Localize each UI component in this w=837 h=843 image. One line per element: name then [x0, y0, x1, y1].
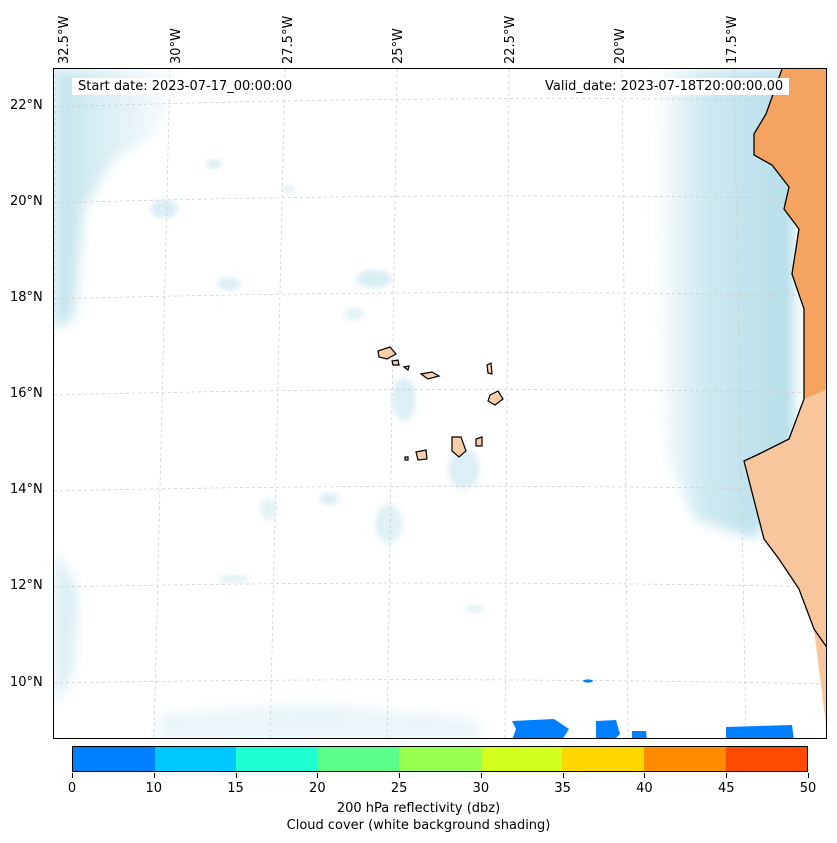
colorbar-tick-label: 25 [390, 781, 408, 796]
colorbar-title-line2: Cloud cover (white background shading) [286, 818, 551, 833]
colorbar-segment [399, 747, 481, 771]
valid-date-label: Valid_date: 2023-07-18T20:00:00.00 [539, 78, 790, 95]
colorbar-tick-label: 50 [799, 781, 817, 796]
start-date-label: Start date: 2023-07-17_00:00:00 [72, 78, 299, 95]
colorbar-tick [235, 773, 237, 778]
colorbar-tick-label: 10 [145, 781, 163, 796]
colorbar-segment [236, 747, 318, 771]
latitude-label: 18°N [10, 290, 43, 305]
colorbar-tick [808, 773, 809, 778]
colorbar-tick-label: 45 [717, 781, 735, 796]
latitude-label: 14°N [10, 482, 43, 497]
colorbar-tick-label: 0 [67, 781, 77, 796]
latitude-label: 16°N [10, 386, 43, 401]
cloud-cover-shading [54, 69, 794, 738]
colorbar-segment [73, 747, 155, 771]
colorbar-tick [72, 773, 73, 778]
colorbar [72, 746, 808, 772]
longitude-label: 30°W [169, 28, 184, 64]
colorbar-segment [562, 747, 644, 771]
colorbar-tick [317, 773, 319, 778]
map-panel [53, 68, 827, 739]
colorbar-segment [317, 747, 400, 771]
cape-verde-islands [377, 346, 504, 461]
longitude-label: 20°W [613, 28, 628, 64]
gridlines [54, 69, 826, 738]
colorbar-segment [154, 747, 237, 771]
longitude-label: 22.5°W [503, 15, 518, 64]
colorbar-tick-label: 20 [309, 781, 326, 796]
longitude-label: 17.5°W [725, 15, 740, 64]
colorbar-tick [480, 773, 482, 778]
reflectivity-patches [512, 679, 794, 738]
colorbar-tick [153, 773, 155, 778]
colorbar-tick [726, 773, 728, 778]
latitude-label: 12°N [10, 578, 43, 593]
longitude-label: 32.5°W [57, 15, 72, 64]
map-svg [54, 69, 826, 738]
colorbar-segment [480, 747, 563, 771]
latitude-label: 22°N [10, 98, 43, 113]
colorbar-tick-label: 35 [554, 781, 571, 796]
colorbar-tick-label: 15 [227, 781, 244, 796]
longitude-label: 27.5°W [281, 15, 296, 64]
colorbar-tick [399, 773, 401, 778]
africa-land [743, 69, 826, 725]
latitude-label: 10°N [10, 675, 43, 690]
colorbar-tick-label: 40 [636, 781, 653, 796]
latitude-label: 20°N [10, 194, 43, 209]
colorbar-tick-label: 30 [472, 781, 490, 796]
colorbar-title-line1: 200 hPa reflectivity (dbz) [336, 801, 501, 816]
colorbar-segment [643, 747, 726, 771]
longitude-label: 25°W [391, 28, 406, 64]
colorbar-segment [725, 747, 808, 771]
colorbar-tick [644, 773, 646, 778]
colorbar-tick [562, 773, 564, 778]
